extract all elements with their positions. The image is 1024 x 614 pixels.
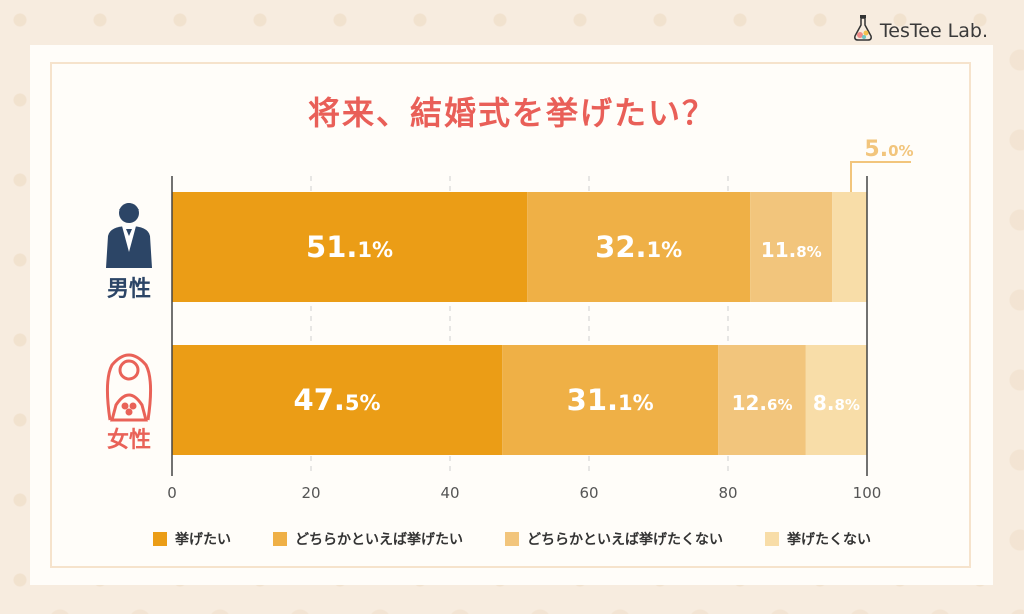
- legend-swatch: [273, 532, 287, 546]
- legend-item: 挙げたくない: [765, 529, 871, 549]
- bar-segment: [172, 192, 528, 302]
- bar-segment: [172, 345, 503, 455]
- brand-name: TesTee Lab.: [879, 19, 988, 42]
- bar-segment: [805, 345, 867, 455]
- x-tick-label: 100: [853, 484, 882, 502]
- legend-label: どちらかといえば挙げたい: [295, 532, 463, 548]
- group-label-female: 女性: [107, 427, 151, 453]
- chart-card: [30, 45, 993, 585]
- data-label: 11.8%: [761, 238, 822, 262]
- legend-swatch: [153, 532, 167, 546]
- brand-logo: TesTee Lab.: [852, 14, 988, 47]
- legend-label: 挙げたい: [175, 532, 231, 548]
- card-border: [50, 62, 971, 568]
- bride-icon: [105, 353, 153, 422]
- data-label: 8.8%: [813, 391, 860, 415]
- legend-swatch: [505, 532, 519, 546]
- bar-segment: [527, 192, 751, 302]
- data-label: 31.1%: [567, 383, 654, 417]
- data-label: 32.1%: [595, 230, 682, 264]
- legend-item: どちらかといえば挙げたい: [273, 529, 463, 549]
- legend-swatch: [765, 532, 779, 546]
- legend-label: どちらかといえば挙げたくない: [527, 532, 723, 548]
- flask-icon: [852, 14, 874, 47]
- callout-line: [850, 161, 911, 192]
- legend-item: どちらかといえば挙げたくない: [505, 529, 723, 549]
- bar-segment: [718, 345, 806, 455]
- data-label: 5.0%: [864, 137, 913, 162]
- groom-icon: [106, 203, 152, 268]
- x-tick-label: 0: [167, 484, 177, 502]
- legend-item: 挙げたい: [153, 529, 231, 549]
- bar-segment: [750, 192, 833, 302]
- data-label: 51.1%: [306, 230, 393, 264]
- legend-label: 挙げたくない: [787, 532, 871, 548]
- x-tick-label: 40: [440, 484, 459, 502]
- data-label: 47.5%: [294, 383, 381, 417]
- group-label-male: 男性: [107, 277, 151, 302]
- data-label: 12.6%: [732, 391, 793, 415]
- chart-legend: 挙げたい どちらかといえば挙げたい どちらかといえば挙げたくない 挙げたくない: [0, 529, 1024, 549]
- x-tick-label: 80: [718, 484, 737, 502]
- bar-segment: [502, 345, 719, 455]
- x-tick-label: 20: [301, 484, 320, 502]
- bar-segment: [832, 192, 867, 302]
- x-tick-label: 60: [579, 484, 598, 502]
